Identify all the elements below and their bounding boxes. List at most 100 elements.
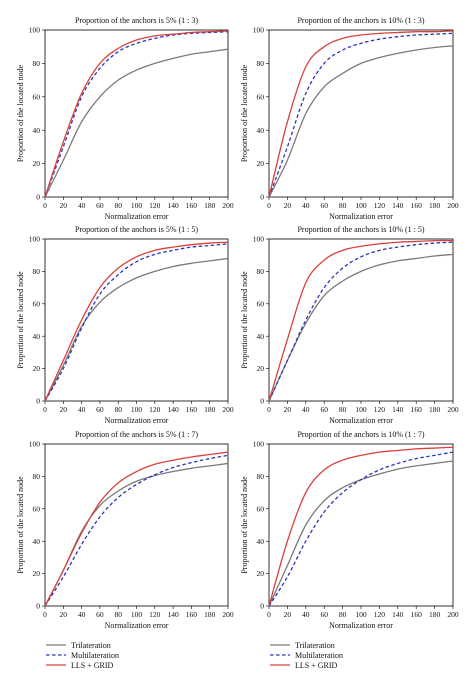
series-line-trilateration [268, 45, 454, 198]
y-tick-label: 40 [257, 332, 265, 341]
x-tick-label: 80 [114, 610, 122, 619]
x-tick-label: 160 [186, 405, 198, 414]
plot-frame [44, 238, 229, 402]
x-tick-label: 20 [284, 610, 292, 619]
y-axis-label: Proportion of the located node [240, 271, 249, 369]
x-tick-label: 100 [355, 610, 367, 619]
y-tick-label: 0 [36, 602, 40, 611]
x-tick-label: 60 [96, 610, 104, 619]
chart-title: Proportion of the anchors is 5% (1 : 3) [75, 16, 198, 25]
legend-label-lls-grid: LLS + GRID [71, 661, 114, 670]
series-line-multilateration [268, 32, 454, 198]
y-axis-label: Proportion of the located node [240, 64, 249, 162]
x-tick-label: 40 [78, 405, 86, 414]
x-tick-label: 140 [392, 610, 404, 619]
x-tick-label: 0 [43, 610, 47, 619]
y-tick-label: 100 [29, 440, 41, 449]
chart-panel-6: Proportion of the anchors is 10% (1 : 7)… [240, 430, 459, 630]
plot-frame [268, 238, 454, 402]
chart-title: Proportion of the anchors is 10% (1 : 5) [297, 225, 424, 234]
y-tick-label: 0 [36, 193, 40, 202]
chart-title: Proportion of the anchors is 10% (1 : 7) [297, 430, 424, 439]
plot-frame [44, 29, 229, 198]
legend-label-multilateration: Multilateration [71, 651, 119, 660]
x-tick-label: 40 [78, 610, 86, 619]
x-tick-label: 200 [222, 201, 234, 210]
x-tick-label: 60 [320, 610, 328, 619]
x-tick-label: 0 [43, 201, 47, 210]
y-tick-label: 40 [33, 537, 41, 546]
series-line-trilateration [44, 462, 229, 607]
x-tick-label: 60 [96, 201, 104, 210]
plot-frame [44, 443, 229, 607]
x-tick-label: 40 [78, 201, 86, 210]
y-tick-label: 100 [29, 26, 41, 35]
series-line-lls-grid [268, 30, 454, 198]
series-line-trilateration [268, 460, 454, 607]
chart-panel-2: Proportion of the anchors is 10% (1 : 3)… [240, 16, 459, 221]
y-tick-label: 80 [33, 59, 41, 68]
series-line-lls-grid [268, 446, 454, 607]
x-tick-label: 80 [339, 201, 347, 210]
y-axis-label: Proportion of the located node [16, 271, 25, 369]
chart-panel-1: Proportion of the anchors is 5% (1 : 3) 0… [16, 16, 234, 221]
x-tick-label: 40 [302, 405, 310, 414]
x-tick-label: 120 [374, 610, 386, 619]
chart-title: Proportion of the anchors is 5% (1 : 7) [75, 430, 198, 439]
x-tick-label: 20 [60, 405, 68, 414]
series-line-multilateration [44, 454, 229, 607]
x-tick-label: 200 [447, 201, 459, 210]
series-line-lls-grid [44, 451, 229, 607]
y-tick-label: 60 [33, 504, 41, 513]
y-tick-label: 100 [253, 26, 265, 35]
series-line-trilateration [44, 48, 229, 198]
x-tick-label: 100 [131, 610, 143, 619]
y-tick-label: 20 [33, 159, 41, 168]
y-tick-label: 20 [257, 569, 265, 578]
x-tick-label: 160 [411, 610, 423, 619]
series-line-lls-grid [268, 239, 454, 402]
series-line-trilateration [44, 257, 229, 402]
series-line-multilateration [44, 243, 229, 402]
x-tick-label: 180 [204, 610, 216, 619]
x-tick-label: 100 [131, 405, 143, 414]
legend-right: Trilateration Multilateration LLS + GRID [270, 641, 343, 670]
y-axis-label: Proportion of the located node [16, 476, 25, 574]
x-tick-label: 120 [374, 201, 386, 210]
x-tick-label: 80 [339, 405, 347, 414]
y-tick-label: 0 [260, 602, 264, 611]
y-tick-label: 80 [257, 59, 265, 68]
y-axis-label: Proportion of the located node [240, 476, 249, 574]
chart-panel-4: Proportion of the anchors is 10% (1 : 5)… [240, 225, 459, 425]
series-line-lls-grid [44, 30, 229, 198]
y-tick-label: 80 [33, 267, 41, 276]
y-tick-label: 20 [257, 364, 265, 373]
x-tick-label: 140 [392, 405, 404, 414]
x-tick-label: 40 [302, 201, 310, 210]
series-line-trilateration [268, 253, 454, 402]
x-axis-label: Normalization error [105, 212, 169, 221]
legend-label-multilateration: Multilateration [295, 651, 343, 660]
y-tick-label: 100 [253, 440, 265, 449]
x-tick-label: 60 [320, 405, 328, 414]
x-tick-label: 60 [96, 405, 104, 414]
series-line-multilateration [268, 451, 454, 607]
legend-label-trilateration: Trilateration [71, 641, 111, 650]
y-tick-label: 20 [33, 364, 41, 373]
y-tick-label: 60 [257, 299, 265, 308]
x-axis-label: Normalization error [105, 416, 169, 425]
x-tick-label: 100 [355, 405, 367, 414]
x-tick-label: 20 [284, 201, 292, 210]
x-tick-label: 140 [167, 201, 179, 210]
x-tick-label: 180 [429, 405, 441, 414]
x-tick-label: 20 [60, 201, 68, 210]
x-tick-label: 200 [222, 405, 234, 414]
x-tick-label: 100 [131, 201, 143, 210]
plot-frame [268, 443, 454, 607]
x-tick-label: 160 [186, 201, 198, 210]
y-tick-label: 80 [33, 472, 41, 481]
y-tick-label: 40 [33, 126, 41, 135]
y-tick-label: 20 [257, 159, 265, 168]
x-tick-label: 80 [114, 405, 122, 414]
plot-frame [268, 29, 454, 198]
